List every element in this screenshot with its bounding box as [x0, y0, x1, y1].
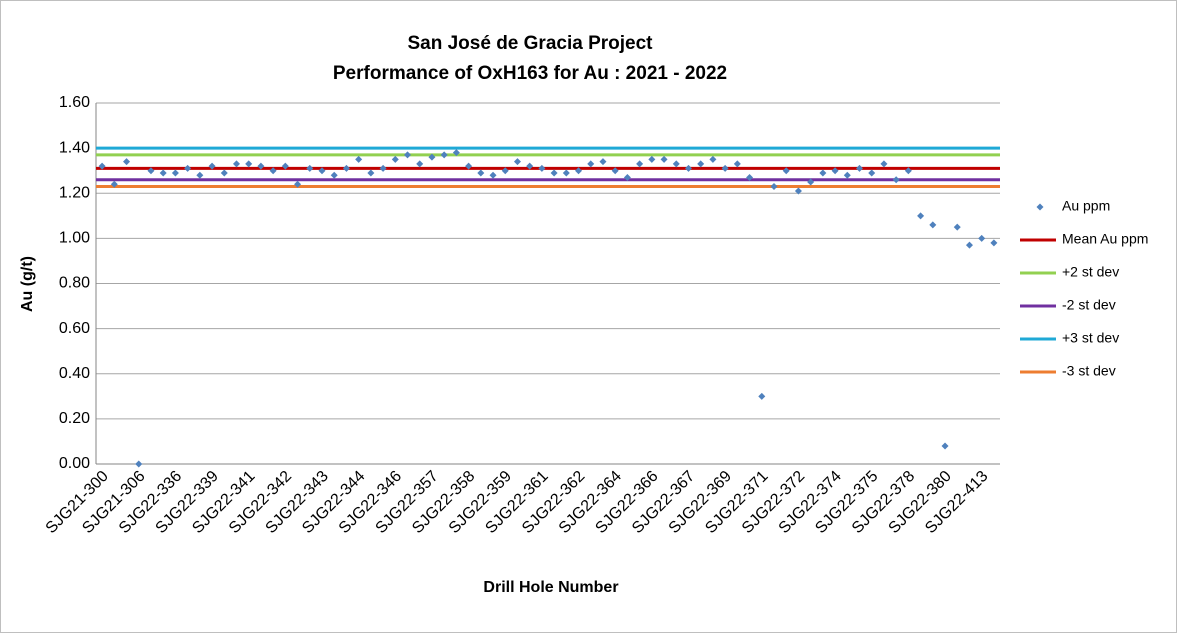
- data-point: [953, 223, 961, 231]
- data-point: [697, 160, 705, 168]
- data-point: [575, 167, 583, 175]
- data-point: [257, 162, 265, 170]
- data-point: [978, 234, 986, 242]
- data-point: [868, 169, 876, 177]
- y-tick-label: 1.00: [59, 230, 90, 247]
- legend-label: +3 st dev: [1062, 330, 1119, 346]
- data-point: [965, 241, 973, 249]
- data-point: [526, 162, 534, 170]
- legend-label: +2 st dev: [1062, 264, 1119, 280]
- data-point: [990, 239, 998, 247]
- data-point: [807, 178, 815, 186]
- data-point: [794, 187, 802, 195]
- data-point: [306, 164, 314, 172]
- data-point: [465, 162, 473, 170]
- data-point: [819, 169, 827, 177]
- data-point: [318, 167, 326, 175]
- data-point: [904, 167, 912, 175]
- data-point: [623, 173, 631, 181]
- legend-label: Mean Au ppm: [1062, 231, 1148, 247]
- data-point: [746, 173, 754, 181]
- data-point: [391, 155, 399, 163]
- data-point: [856, 164, 864, 172]
- data-point: [929, 221, 937, 229]
- y-tick-label: 0.00: [59, 455, 90, 472]
- data-point: [709, 155, 717, 163]
- data-point: [330, 171, 338, 179]
- data-point: [489, 171, 497, 179]
- data-point: [636, 160, 644, 168]
- data-point: [782, 167, 790, 175]
- data-point: [184, 164, 192, 172]
- data-point: [770, 182, 778, 190]
- legend-label: -3 st dev: [1062, 363, 1116, 379]
- data-point: [477, 169, 485, 177]
- data-point: [355, 155, 363, 163]
- data-point: [892, 176, 900, 184]
- data-point: [367, 169, 375, 177]
- data-point: [281, 162, 289, 170]
- data-point: [428, 153, 436, 161]
- data-point: [379, 164, 387, 172]
- data-point: [599, 158, 607, 166]
- data-point: [196, 171, 204, 179]
- y-tick-label: 0.40: [59, 365, 90, 382]
- y-tick-label: 0.60: [59, 320, 90, 337]
- data-point: [843, 171, 851, 179]
- data-point: [880, 160, 888, 168]
- y-tick-label: 0.20: [59, 410, 90, 427]
- data-point: [941, 442, 949, 450]
- data-point: [513, 158, 521, 166]
- data-point: [758, 392, 766, 400]
- data-point: [648, 155, 656, 163]
- data-point: [587, 160, 595, 168]
- data-point: [831, 167, 839, 175]
- data-point: [159, 169, 167, 177]
- data-point: [123, 158, 131, 166]
- legend-label: Au ppm: [1062, 198, 1110, 214]
- data-point: [208, 162, 216, 170]
- data-point: [733, 160, 741, 168]
- chart-subtitle: Performance of OxH163 for Au : 2021 - 20…: [333, 63, 727, 84]
- y-tick-label: 1.60: [59, 94, 90, 111]
- data-point: [440, 151, 448, 159]
- data-point: [452, 149, 460, 157]
- data-point: [110, 180, 118, 188]
- data-point: [501, 167, 509, 175]
- data-point: [684, 164, 692, 172]
- legend-label: -2 st dev: [1062, 297, 1116, 313]
- data-point: [538, 164, 546, 172]
- data-point: [611, 167, 619, 175]
- y-tick-label: 1.20: [59, 184, 90, 201]
- data-point: [294, 180, 302, 188]
- data-point: [672, 160, 680, 168]
- data-point: [404, 151, 412, 159]
- y-axis-title: Au (g/t): [19, 256, 36, 312]
- data-point: [562, 169, 570, 177]
- x-axis-title: Drill Hole Number: [483, 579, 618, 596]
- data-point: [342, 164, 350, 172]
- data-point: [232, 160, 240, 168]
- data-point: [220, 169, 228, 177]
- data-point: [917, 212, 925, 220]
- data-point: [660, 155, 668, 163]
- data-point: [550, 169, 558, 177]
- data-point: [416, 160, 424, 168]
- data-point: [721, 164, 729, 172]
- chart-title: San José de Gracia Project: [407, 33, 653, 54]
- data-point: [135, 460, 143, 468]
- data-point: [98, 162, 106, 170]
- data-point: [147, 167, 155, 175]
- y-tick-label: 1.40: [59, 139, 90, 156]
- data-point: [171, 169, 179, 177]
- data-point: [269, 167, 277, 175]
- y-tick-label: 0.80: [59, 275, 90, 292]
- legend-marker: [1036, 203, 1044, 211]
- data-point: [245, 160, 253, 168]
